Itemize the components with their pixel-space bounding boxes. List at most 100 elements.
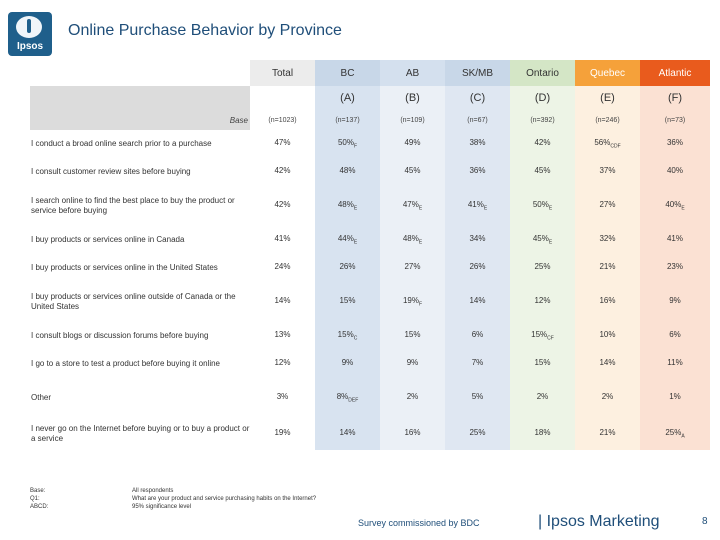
data-cell: 15% (380, 322, 445, 350)
data-cell: 44%E (315, 226, 380, 254)
cell-value: 6% (669, 330, 681, 340)
data-cell: 23% (640, 254, 710, 282)
sig-letters: E (548, 239, 553, 246)
cell-value: 13% (274, 330, 291, 340)
footer-value: What are your product and service purcha… (132, 495, 317, 502)
column-letter: (F) (640, 86, 710, 110)
row-label: I never go on the Internet before buying… (31, 424, 250, 443)
cell-value: 36% (469, 166, 486, 176)
table-row: I buy products or services online in Can… (30, 226, 710, 254)
ipsos-logo: Ipsos (8, 12, 52, 56)
cell-value: 47% (274, 138, 291, 148)
cell-value: 6% (471, 330, 484, 340)
data-cell: 6% (445, 322, 510, 350)
data-cell: 42% (250, 186, 315, 226)
cell-value: 44% (337, 234, 354, 244)
data-cell: 38% (445, 130, 510, 158)
sig-letters: A (681, 433, 685, 440)
table-row: I consult blogs or discussion forums bef… (30, 322, 710, 350)
cell-value: 27% (404, 262, 421, 272)
data-cell: 19% (250, 418, 315, 450)
page-number: 8 (702, 516, 708, 527)
cell-value: 23% (666, 262, 683, 272)
cell-value: 1% (669, 392, 681, 402)
footer-values: All respondents What are your product an… (132, 488, 316, 511)
data-cell: 25%A (640, 418, 710, 450)
data-cell: 18% (510, 418, 575, 450)
data-cell: 42% (510, 130, 575, 158)
cell-value: 3% (276, 392, 289, 402)
base-count: (n=392) (510, 110, 575, 130)
sig-letters: E (681, 205, 685, 212)
data-table: Total BC AB SK/MB Ontario Quebec Atlantic (A) (B… (30, 60, 710, 450)
data-cell: 9% (315, 350, 380, 378)
sig-letters: F (418, 301, 423, 308)
data-cell: 21% (575, 418, 640, 450)
column-letter (250, 86, 315, 110)
cell-value: 45% (534, 166, 551, 176)
cell-value: 45% (404, 166, 421, 176)
base-count: (n=246) (575, 110, 640, 130)
column-header: SK/MB (445, 60, 510, 86)
cell-value: 9% (406, 358, 419, 368)
cell-value: 14% (274, 296, 291, 306)
column-header: BC (315, 60, 380, 86)
data-cell: 27% (575, 186, 640, 226)
row-label: Other (31, 393, 52, 402)
column-letter: (C) (445, 86, 510, 110)
footer-label: Q1: (30, 495, 40, 502)
sig-letters: E (418, 239, 423, 246)
data-cell: 47% (250, 130, 315, 158)
table-row: I conduct a broad online search prior to… (30, 130, 710, 158)
cell-value: 50% (337, 138, 354, 148)
cell-value: 16% (404, 428, 421, 438)
cell-value: 15% (404, 330, 421, 340)
cell-value: 5% (471, 392, 484, 402)
data-cell: 25% (510, 254, 575, 282)
cell-value: 25% (469, 428, 486, 438)
cell-value: 14% (469, 296, 486, 306)
logo-text: Ipsos (16, 41, 44, 52)
sig-letters: E (548, 205, 553, 212)
data-cell: 41%E (445, 186, 510, 226)
data-cell: 14% (315, 418, 380, 450)
cell-value: 42% (274, 166, 291, 176)
data-cell: 19%F (380, 282, 445, 322)
data-cell: 14% (575, 350, 640, 378)
header-spacer (30, 60, 250, 86)
data-cell: 27% (380, 254, 445, 282)
footer-value: 95% significance level (132, 503, 192, 510)
cell-value: 24% (274, 262, 291, 272)
cell-value: 8% (336, 392, 349, 402)
data-cell: 12% (250, 350, 315, 378)
footer-value: All respondents (132, 488, 174, 494)
cell-value: 41% (274, 234, 291, 244)
cell-value: 49% (404, 138, 421, 148)
data-cell: 6% (640, 322, 710, 350)
data-cell: 16% (380, 418, 445, 450)
column-header: Ontario (510, 60, 575, 86)
cell-value: 40% (665, 200, 682, 210)
cell-value: 9% (669, 296, 681, 306)
data-cell: 36% (445, 158, 510, 186)
base-count: (n=67) (445, 110, 510, 130)
row-label: I buy products or services online outsid… (31, 292, 236, 311)
cell-value: 16% (599, 296, 616, 306)
row-label: I buy products or services online in Can… (31, 235, 185, 244)
footer-label: Base: (30, 488, 46, 494)
data-cell: 48%E (380, 226, 445, 254)
cell-value: 41% (467, 200, 484, 210)
footer-label: ABCD: (30, 503, 49, 510)
data-cell: 50%F (315, 130, 380, 158)
cell-value: 45% (532, 234, 549, 244)
row-label: I buy products or services online in the… (31, 263, 218, 272)
cell-value: 36% (666, 138, 683, 148)
data-cell: 2% (510, 378, 575, 418)
cell-value: 56% (594, 138, 611, 148)
column-header: AB (380, 60, 445, 86)
cell-value: 2% (536, 392, 549, 402)
data-cell: 24% (250, 254, 315, 282)
cell-value: 12% (534, 296, 551, 306)
data-cell: 3% (250, 378, 315, 418)
cell-value: 41% (666, 234, 683, 244)
